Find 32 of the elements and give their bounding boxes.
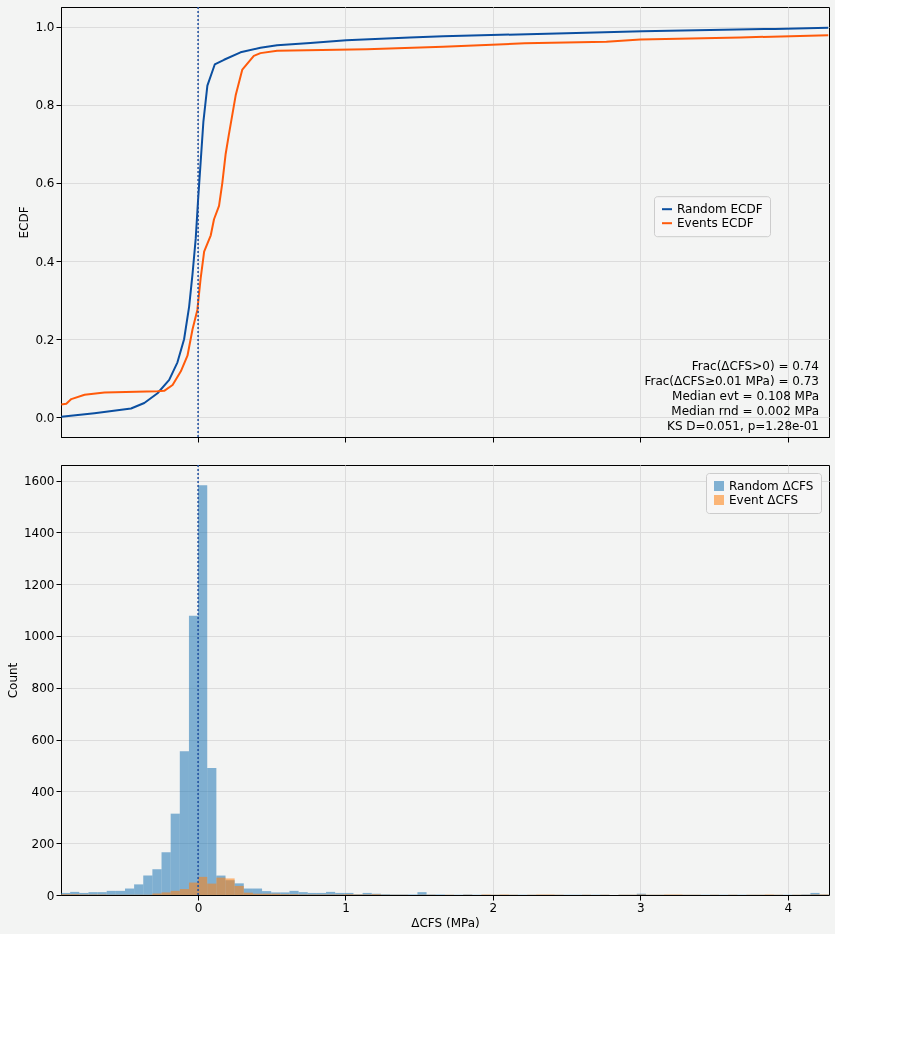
y-tick-label: 400 xyxy=(31,784,55,799)
x-tick-label: 0 xyxy=(194,900,203,915)
y-tick-label: 1400 xyxy=(23,525,55,540)
x-tick-label: 2 xyxy=(489,900,498,915)
annotation: Median evt = 0.108 MPa xyxy=(672,389,819,403)
y-tick-label: 0.4 xyxy=(35,254,55,269)
legend-label: Events ECDF xyxy=(677,216,754,231)
legend-label: Random ECDF xyxy=(677,202,763,217)
y-tick-label: 200 xyxy=(31,836,55,851)
y-axis-title: Count xyxy=(5,662,20,699)
y-tick-label: 1600 xyxy=(23,474,55,489)
x-tick-label: 3 xyxy=(637,900,645,915)
x-tick-label: 4 xyxy=(784,900,793,915)
y-tick-label: 1000 xyxy=(23,629,55,644)
annotation: Frac(ΔCFS≥0.01 MPa) = 0.73 xyxy=(644,374,819,388)
annotation: Median rnd = 0.002 MPa xyxy=(671,404,819,418)
x-tick-label: 1 xyxy=(342,900,350,915)
y-tick-label: 1.0 xyxy=(35,20,55,35)
y-tick-label: 0.6 xyxy=(35,176,55,191)
y-tick-label: 1200 xyxy=(23,577,55,592)
y-tick-label: 0 xyxy=(46,888,55,903)
y-tick-label: 800 xyxy=(31,681,55,696)
y-axis-title: ECDF xyxy=(17,206,32,239)
x-axis-title: ΔCFS (MPa) xyxy=(411,915,480,930)
legend-label: Event ΔCFS xyxy=(729,493,799,507)
y-tick-label: 0.8 xyxy=(35,98,55,113)
y-tick-label: 600 xyxy=(31,733,55,748)
annotation: KS D=0.051, p=1.28e-01 xyxy=(667,419,819,433)
legend-label: Random ΔCFS xyxy=(729,479,814,493)
annotation: Frac(ΔCFS>0) = 0.74 xyxy=(691,359,819,373)
y-tick-label: 0.0 xyxy=(35,410,55,425)
y-tick-label: 0.2 xyxy=(35,332,55,347)
